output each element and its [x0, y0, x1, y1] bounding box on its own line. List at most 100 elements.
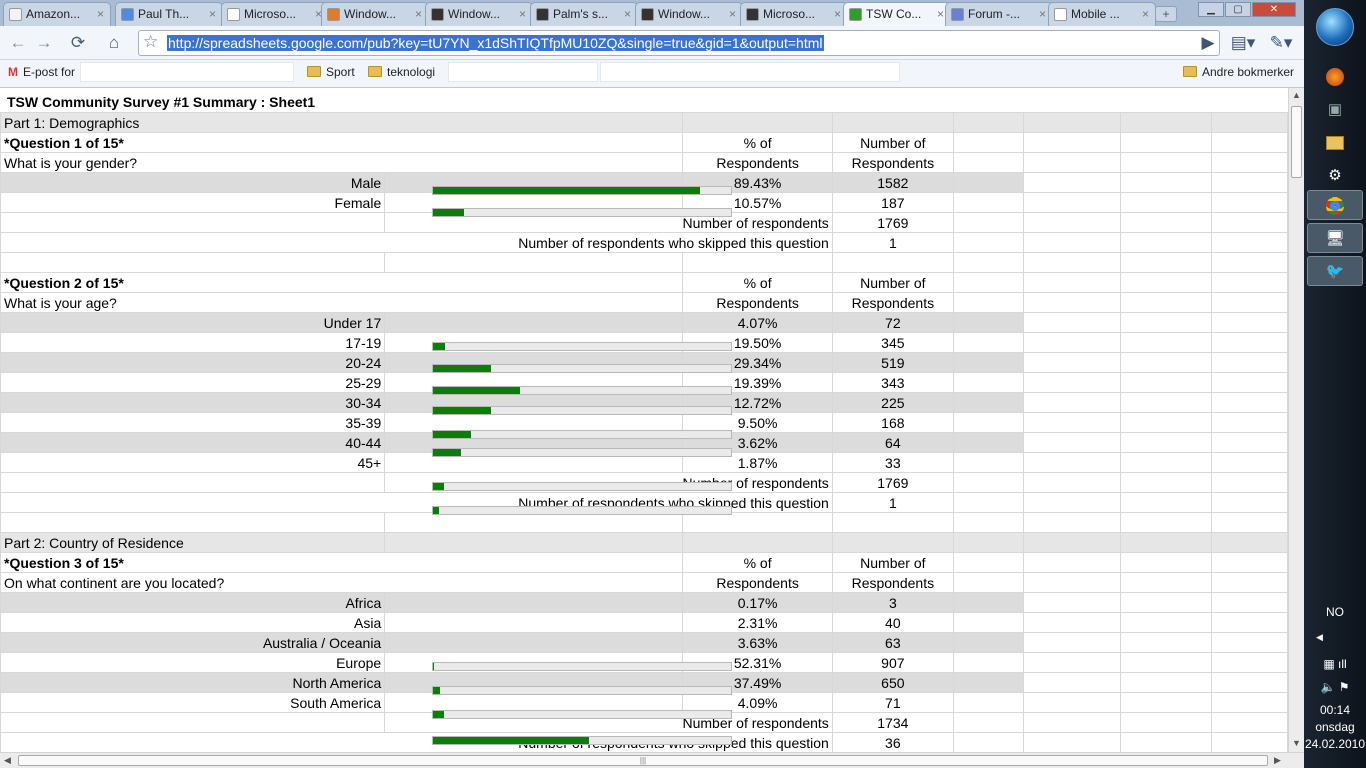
favicon-icon [536, 8, 549, 21]
response-bar [432, 686, 732, 695]
bookmark-blank-2[interactable] [448, 62, 598, 82]
favicon-icon [746, 8, 759, 21]
horizontal-scroll-thumb[interactable]: ||| [18, 755, 1268, 766]
sheet-row: Part 2: Country of Residence [0, 532, 1288, 553]
forward-icon[interactable]: → [35, 33, 53, 52]
app-icon[interactable]: ▣ [1327, 101, 1343, 118]
tab-10[interactable]: Forum -... × [945, 2, 1053, 26]
bookmark-teknologi[interactable]: teknologi [368, 65, 435, 79]
tab-1[interactable]: Amazon... × [3, 2, 111, 26]
tab-4[interactable]: Window... × [321, 2, 429, 26]
scroll-down-icon[interactable]: ▼ [1292, 738, 1301, 748]
column-header-num: Number of [831, 272, 954, 293]
tab-7[interactable]: Window... × [635, 2, 743, 26]
close-tab-icon[interactable]: × [1141, 7, 1149, 21]
skipped-count: 1 [831, 492, 954, 513]
home-icon[interactable]: ⌂ [108, 33, 120, 52]
sheet-row: Male 89.43% 1582 [0, 172, 1288, 193]
scroll-up-icon[interactable]: ▲ [1292, 90, 1301, 100]
sheet-row: On what continent are you located? Respon… [0, 572, 1288, 593]
tab-2[interactable]: Paul Th... × [115, 2, 223, 26]
favicon-icon [641, 8, 654, 21]
address-bar[interactable]: ☆ http://spreadsheets.google.com/pub?key… [138, 30, 1220, 56]
language-indicator[interactable]: NO [1326, 605, 1344, 619]
column-header-pct: % of [682, 552, 833, 573]
vertical-scroll-thumb[interactable] [1291, 106, 1302, 178]
tab-label: Forum -... [968, 7, 1021, 21]
tab-11[interactable]: Mobile ... × [1048, 2, 1156, 26]
column-header-pct: % of [682, 132, 833, 153]
close-tab-icon[interactable]: × [414, 7, 422, 21]
bookmark-star-icon[interactable]: ☆ [143, 32, 159, 51]
remote-desktop-icon[interactable]: 🖥 [1307, 223, 1363, 253]
network-icon[interactable]: ▦ ıll [1323, 657, 1347, 671]
tab-3[interactable]: Microso... × [221, 2, 329, 26]
close-tab-icon[interactable]: × [96, 7, 104, 21]
sheet-row: Part 1: Demographics [0, 112, 1288, 133]
firefox-icon[interactable] [1307, 62, 1363, 92]
answer-label: Female [0, 192, 386, 213]
close-tab-icon[interactable]: × [833, 7, 841, 21]
volume-icon[interactable]: 🔈 ⚑ [1320, 680, 1350, 694]
close-window-icon[interactable]: ✕ [1252, 2, 1296, 17]
back-icon[interactable]: ← [9, 33, 27, 52]
column-header-pct: Respondents [682, 152, 833, 173]
response-bar-fill [433, 365, 492, 372]
url-text[interactable]: http://spreadsheets.google.com/pub?key=t… [167, 35, 824, 51]
response-bar [432, 710, 732, 719]
start-button[interactable] [1316, 8, 1354, 46]
column-header-pct: % of [682, 272, 833, 293]
favicon-icon [431, 8, 444, 21]
answer-count: 3 [831, 592, 954, 613]
column-header-num: Respondents [831, 292, 954, 313]
settings-icon[interactable]: ⚙ [1328, 167, 1342, 184]
page-menu-icon[interactable]: ▤▾ [1230, 33, 1256, 52]
tab-6[interactable]: Palm's s... × [530, 2, 638, 26]
close-tab-icon[interactable]: × [518, 7, 526, 21]
close-tab-icon[interactable]: × [623, 7, 631, 21]
minimize-icon[interactable]: ▁ [1198, 2, 1224, 17]
tab-9[interactable]: TSW Co... × [843, 2, 951, 27]
answer-label: Europe [0, 652, 386, 673]
sheet-row [0, 512, 1288, 533]
bookmark-blank-3[interactable] [600, 62, 900, 82]
close-tab-icon[interactable]: × [728, 7, 736, 21]
tray-expand-icon[interactable]: ◀ [1316, 632, 1323, 642]
bookmark-sport[interactable]: Sport [307, 65, 355, 79]
go-arrow-icon[interactable]: ▶ [1201, 33, 1215, 52]
scroll-right-icon[interactable]: ▶ [1274, 755, 1281, 765]
clock-time[interactable]: 00:14 [1319, 703, 1351, 717]
tab-strip: Amazon... × Paul Th... × Microso... × Window..… [0, 0, 1304, 27]
favicon-icon [1054, 8, 1067, 21]
folder-icon [307, 66, 321, 77]
sheet-row: What is your gender? Respondents Responden… [0, 152, 1288, 173]
answer-label: Under 17 [0, 312, 386, 333]
answer-count: 72 [831, 312, 954, 333]
response-bar [432, 406, 732, 415]
close-tab-icon[interactable]: × [1038, 7, 1046, 21]
horizontal-scrollbar[interactable]: ◀ ||| ▶ [0, 752, 1304, 768]
bookmark-gmail[interactable]: M E-post for [8, 65, 75, 79]
tab-5[interactable]: Window... × [425, 2, 533, 26]
bookmark-blank-1[interactable] [80, 62, 294, 82]
answer-count: 650 [831, 672, 954, 693]
close-tab-icon[interactable]: × [936, 7, 944, 21]
explorer-icon[interactable] [1307, 128, 1363, 158]
wrench-icon[interactable]: ✎▾ [1269, 33, 1293, 52]
response-bar-fill [433, 431, 471, 438]
new-tab-button[interactable]: + [1155, 6, 1177, 22]
close-tab-icon[interactable]: × [208, 7, 216, 21]
bookmark-other[interactable]: Andre bokmerker [1183, 65, 1294, 79]
close-tab-icon[interactable]: × [314, 7, 322, 21]
chrome-icon[interactable] [1307, 190, 1363, 220]
vertical-scrollbar[interactable]: ▲ ▼ [1288, 88, 1304, 752]
tab-8[interactable]: Microso... × [740, 2, 848, 26]
answer-count: 168 [831, 412, 954, 433]
scroll-left-icon[interactable]: ◀ [4, 755, 11, 765]
favicon-icon [849, 8, 862, 21]
maximize-icon[interactable]: ▢ [1225, 2, 1251, 17]
response-bar [432, 448, 732, 457]
twitter-icon[interactable]: 🐦 [1307, 256, 1363, 286]
reload-icon[interactable]: ⟳ [70, 33, 86, 52]
tab-label: Window... [658, 7, 711, 21]
